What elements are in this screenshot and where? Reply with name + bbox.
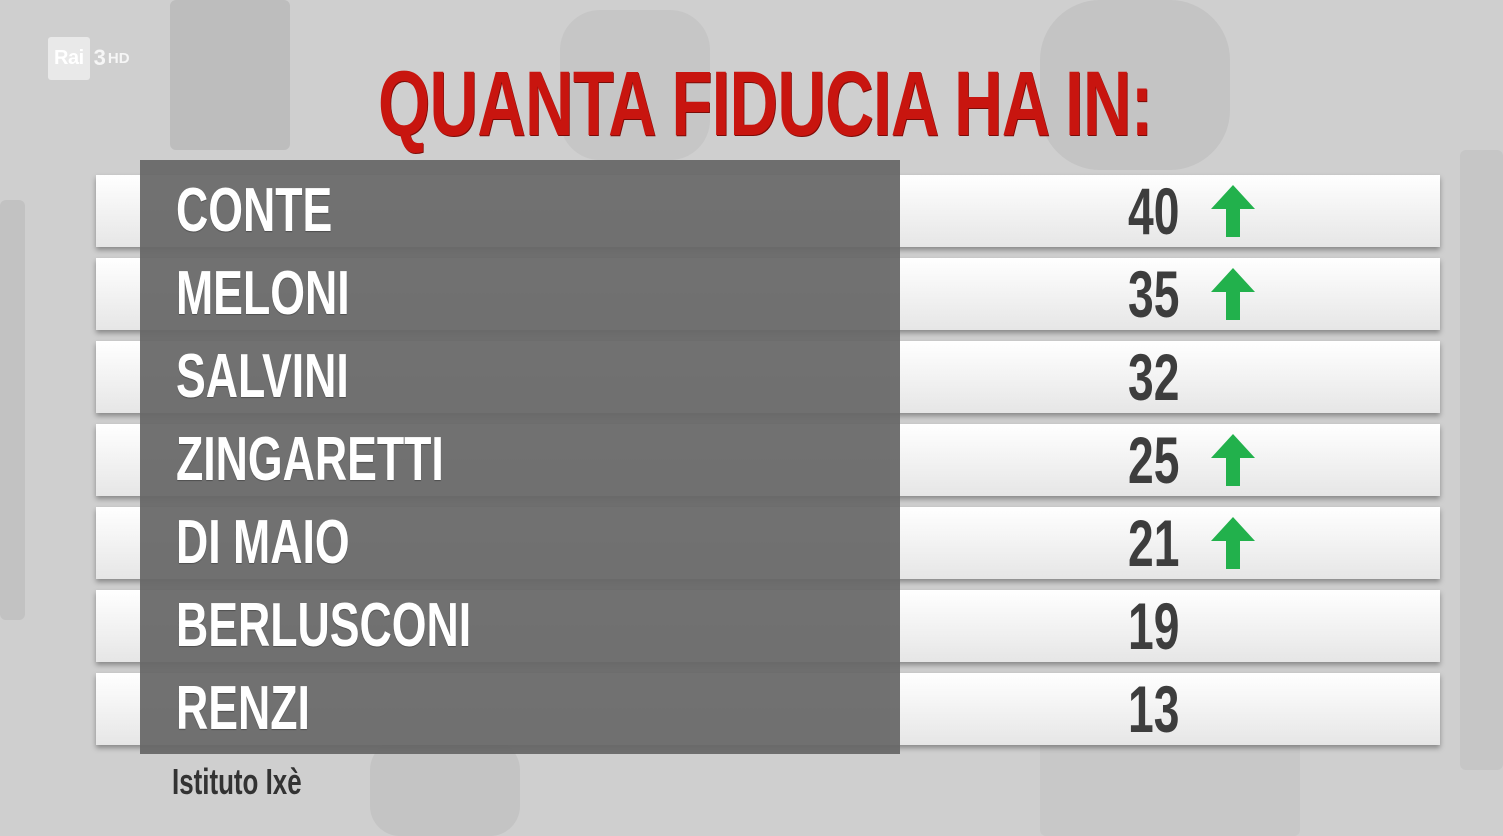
chart-title: QUANTA FIDUCIA HA IN: <box>378 53 1153 155</box>
up-arrow-icon <box>1211 434 1255 486</box>
trust-value: 19 <box>1128 589 1180 663</box>
politician-name: RENZI <box>176 674 310 743</box>
source-label: Istituto Ixè <box>172 761 302 802</box>
names-panel <box>140 160 900 754</box>
trust-value: 13 <box>1128 672 1180 746</box>
politician-name: BERLUSCONI <box>176 591 472 660</box>
politician-name: SALVINI <box>176 342 349 411</box>
politician-name: ZINGARETTI <box>176 425 444 494</box>
politician-name: CONTE <box>176 176 333 245</box>
trust-value: 25 <box>1128 423 1180 497</box>
up-arrow-icon <box>1211 268 1255 320</box>
channel-number: 3 <box>93 45 106 70</box>
up-arrow-icon <box>1211 185 1255 237</box>
up-arrow-icon <box>1211 517 1255 569</box>
trust-value: 21 <box>1128 506 1180 580</box>
rai-logo-text: Rai <box>48 36 90 80</box>
trust-value: 40 <box>1128 174 1180 248</box>
hd-label: HD <box>107 49 130 67</box>
politician-name: DI MAIO <box>176 508 350 577</box>
trust-value: 32 <box>1128 340 1180 414</box>
channel-logo: Rai 3 HD <box>48 34 166 82</box>
politician-name: MELONI <box>176 259 350 328</box>
trust-value: 35 <box>1128 257 1180 331</box>
